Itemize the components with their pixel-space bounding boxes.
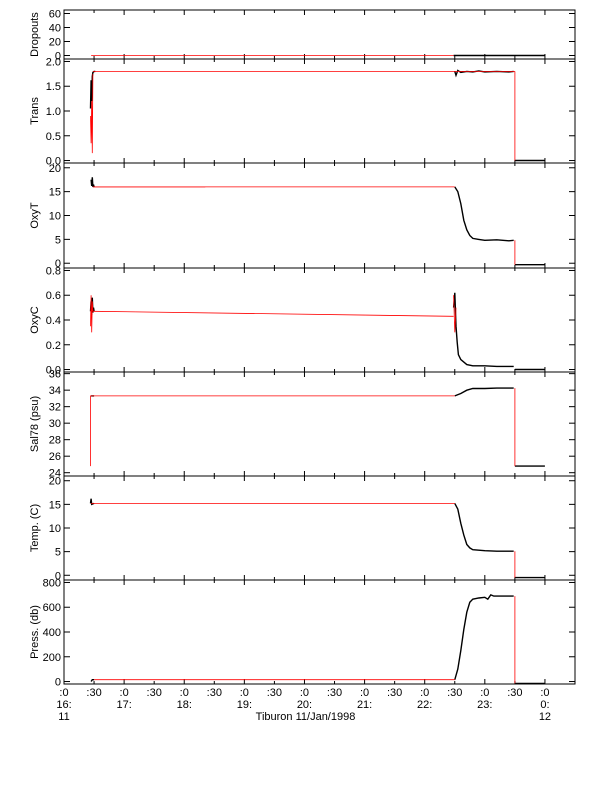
x-tick-label-hour: 23:: [477, 699, 492, 711]
x-tick-label-hour: 17:: [116, 699, 131, 711]
x-tick-label: :0: [360, 687, 369, 699]
y-tick-label: 0.8: [46, 265, 61, 277]
x-tick-label: :30: [387, 687, 402, 699]
y-tick-label: 20: [49, 163, 61, 175]
y-tick-label: 0.6: [46, 290, 61, 302]
y-tick-label: 26: [49, 451, 61, 463]
y-tick-label: 0.2: [46, 340, 61, 352]
y-tick-label: 800: [43, 577, 61, 589]
y-tick-label: 30: [49, 418, 61, 430]
y-tick-label: 20: [49, 37, 61, 49]
y-tick-label: 24: [49, 468, 61, 480]
y-tick-label: 5: [55, 234, 61, 246]
y-tick-label: 0.5: [46, 131, 61, 143]
y-tick-label: 40: [49, 23, 61, 35]
panel-frame: [63, 9, 576, 60]
x-tick-label-hour: 0:: [540, 699, 549, 711]
x-tick-label-day: 11: [58, 711, 69, 723]
y-tick-label: 400: [43, 627, 61, 639]
series-line-raw: [89, 498, 95, 506]
series-line-raw: [454, 387, 514, 397]
series-line-filtered: [90, 395, 92, 467]
x-tick-label: :30: [86, 687, 101, 699]
y-tick-label: 34: [49, 385, 61, 397]
series-line-filtered: [453, 295, 457, 333]
y-tick-label: 15: [49, 187, 61, 199]
x-tick-label-hour: 19:: [237, 699, 252, 711]
y-tick-label: 0: [55, 258, 61, 270]
panel-oxyc: 0.8 0.6 0.4 0.2 0.0 OxyC: [29, 265, 576, 377]
series-line-filtered: [90, 295, 94, 333]
series-line-raw: [452, 292, 514, 368]
y-axis-label: Dropouts: [29, 12, 41, 57]
x-tick-label-hour: 20:: [297, 699, 312, 711]
x-tick-label-hour: 16:: [56, 699, 71, 711]
x-tick-label: :0: [59, 687, 68, 699]
y-axis-label: OxyC: [29, 306, 41, 334]
series-line-filtered: [90, 73, 94, 154]
panel-sal78-psu: 36 34 32 30 28 26 24 Sal78 (psu): [29, 369, 576, 480]
series-line-raw: [454, 186, 514, 242]
y-tick-label: 0.0: [46, 365, 61, 377]
y-tick-label: 36: [49, 369, 61, 381]
y-tick-label: 0.4: [46, 315, 61, 327]
y-axis-label: Trans: [29, 97, 41, 125]
series-line-filtered: [92, 310, 454, 317]
y-tick-label: 0: [55, 570, 61, 582]
x-tick-label-hour: 21:: [357, 699, 372, 711]
x-tick-label: :0: [420, 687, 429, 699]
panel-frame: [63, 475, 576, 581]
x-tick-label-day: 12: [539, 711, 551, 723]
y-tick-label: 600: [43, 602, 61, 614]
y-axis-label: OxyT: [29, 202, 41, 229]
y-tick-label: 0.0: [46, 156, 61, 168]
series-line-raw: [454, 594, 514, 680]
y-tick-label: 32: [49, 402, 61, 414]
panel-trans: 2.0 1.5 1.0 0.5 0.0 Trans: [29, 56, 576, 168]
x-tick-label: :30: [507, 687, 522, 699]
panel-frame: [63, 58, 576, 164]
panel-oxyt: 20 15 10 5 0 OxyT: [29, 162, 576, 270]
x-tick-label: :0: [240, 687, 249, 699]
series-line-raw: [90, 679, 95, 682]
y-axis-label: Sal78 (psu): [29, 396, 41, 452]
y-tick-label: 1.5: [46, 81, 61, 93]
y-tick-label: 15: [49, 499, 61, 511]
x-tick-label: :0: [180, 687, 189, 699]
x-tick-label: :30: [147, 687, 162, 699]
x-tick-label: :30: [447, 687, 462, 699]
y-tick-label: 200: [43, 652, 61, 664]
y-tick-label: 20: [49, 476, 61, 488]
panel-dropouts: 60 40 20 0 Dropouts: [29, 9, 576, 63]
panel-frame: [63, 162, 576, 269]
y-tick-label: 0: [55, 51, 61, 63]
y-tick-label: 10: [49, 211, 61, 223]
x-tick-label: :0: [480, 687, 489, 699]
x-tick-label: :0: [300, 687, 309, 699]
y-tick-label: 28: [49, 435, 61, 447]
x-tick-label: :30: [267, 687, 282, 699]
y-tick-label: 1.0: [46, 106, 61, 118]
x-tick-label: :30: [327, 687, 342, 699]
y-tick-label: 5: [55, 547, 61, 559]
series-line-raw: [454, 503, 514, 552]
x-tick-label: :0: [540, 687, 549, 699]
panel-frame: [63, 267, 576, 373]
x-axis-label: Tiburon 11/Jan/1998: [256, 711, 356, 723]
y-axis-label: Press. (db): [29, 605, 41, 659]
panel-press-db: 800 600 400 200 0 Press. (db): [29, 577, 576, 689]
series-line-raw: [90, 177, 95, 188]
panel-temp-c: 20 15 10 5 0 Temp. (C): [29, 475, 576, 582]
y-axis-label: Temp. (C): [29, 504, 41, 552]
y-tick-label: 60: [49, 9, 61, 21]
x-tick-label-hour: 18:: [177, 699, 192, 711]
x-tick-label: :30: [207, 687, 222, 699]
y-tick-label: 0: [55, 677, 61, 689]
x-tick-label: :0: [120, 687, 129, 699]
y-tick-label: 2.0: [46, 56, 61, 68]
x-tick-label-hour: 22:: [417, 699, 432, 711]
y-tick-label: 10: [49, 523, 61, 535]
